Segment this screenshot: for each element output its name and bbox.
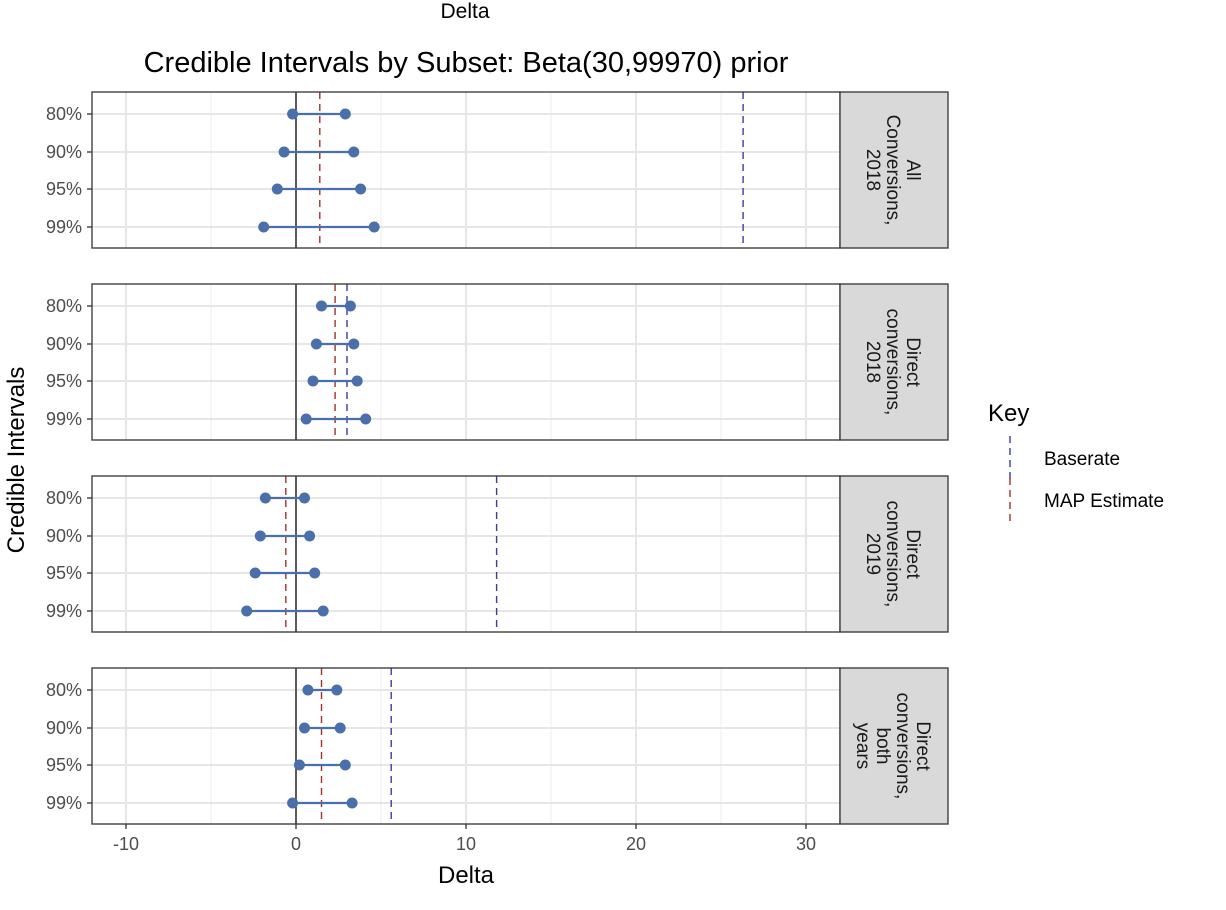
legend-items: Baserate MAP Estimate bbox=[1009, 436, 1164, 522]
y-tick-label: 80% bbox=[46, 296, 82, 316]
interval-low-point bbox=[287, 797, 299, 809]
legend: Key Baserate MAP Estimate bbox=[988, 400, 1164, 522]
facet-panel: 80% 90% 95% 99% Directconversions,2018 bbox=[46, 283, 949, 441]
top-delta-label: Delta bbox=[440, 0, 489, 23]
x-tick-label: -10 bbox=[113, 834, 139, 854]
y-axis-title: Credible Intervals bbox=[3, 367, 30, 554]
interval-high-point bbox=[344, 300, 356, 312]
facet-strip-line: years bbox=[852, 723, 873, 769]
x-axis: -10 0 10 20 30 bbox=[113, 824, 816, 854]
y-tick-label: 99% bbox=[46, 217, 82, 237]
interval-high-point bbox=[317, 605, 329, 617]
interval-high-point bbox=[339, 108, 351, 120]
interval-low-point bbox=[278, 146, 290, 158]
interval-high-point bbox=[304, 530, 316, 542]
facet-strip-line: Direct bbox=[902, 337, 923, 387]
facet-strip-label: Directconversions,2019 bbox=[862, 501, 923, 608]
interval-low-point bbox=[249, 567, 261, 579]
interval-high-point bbox=[334, 722, 346, 734]
facet-strip-line: conversions, bbox=[882, 309, 903, 416]
x-tick-label: 10 bbox=[456, 834, 476, 854]
y-tick-label: 90% bbox=[46, 334, 82, 354]
facet-strip bbox=[839, 667, 949, 825]
y-tick-label: 80% bbox=[46, 680, 82, 700]
facet-strip-line: Conversions, bbox=[882, 115, 903, 226]
facet-panel: 80% 90% 95% 99% Directconversions,bothyears bbox=[46, 667, 949, 825]
x-tick-label: 30 bbox=[796, 834, 816, 854]
interval-high-point bbox=[331, 684, 343, 696]
interval-low-point bbox=[300, 413, 312, 425]
y-tick-label: 80% bbox=[46, 104, 82, 124]
interval-low-point bbox=[302, 684, 314, 696]
y-tick-label: 90% bbox=[46, 718, 82, 738]
facet-strip-line: 2018 bbox=[862, 341, 883, 383]
legend-entry-label: MAP Estimate bbox=[1044, 491, 1164, 512]
chart-title: Credible Intervals by Subset: Beta(30,99… bbox=[144, 47, 789, 79]
interval-high-point bbox=[309, 567, 321, 579]
y-tick-label: 90% bbox=[46, 526, 82, 546]
x-axis-title: Delta bbox=[438, 862, 495, 889]
interval-low-point bbox=[258, 221, 270, 233]
y-tick-label: 95% bbox=[46, 179, 82, 199]
facet-strip-label: Directconversions,2018 bbox=[862, 309, 923, 416]
facet-panel: 80% 90% 95% 99% AllConversions,2018 bbox=[46, 91, 949, 249]
facet-strip-label: AllConversions,2018 bbox=[862, 115, 923, 226]
interval-high-point bbox=[339, 759, 351, 771]
legend-entry-label: Baserate bbox=[1044, 449, 1120, 470]
interval-high-point bbox=[351, 375, 363, 387]
x-tick-label: 0 bbox=[291, 834, 301, 854]
facet-strip-line: conversions, bbox=[882, 501, 903, 608]
interval-low-point bbox=[287, 108, 299, 120]
facet-strip-line: both bbox=[872, 728, 893, 765]
interval-low-point bbox=[293, 759, 305, 771]
interval-low-point bbox=[307, 375, 319, 387]
y-tick-label: 95% bbox=[46, 755, 82, 775]
facet-strip bbox=[839, 475, 949, 633]
y-tick-label: 80% bbox=[46, 488, 82, 508]
interval-low-point bbox=[271, 183, 283, 195]
facet-strip bbox=[839, 283, 949, 441]
y-tick-label: 95% bbox=[46, 563, 82, 583]
interval-low-point bbox=[299, 722, 310, 734]
facet-panels: 80%90%95%99%AllConversions,201880%90%95%… bbox=[46, 91, 949, 825]
y-tick-label: 90% bbox=[46, 142, 82, 162]
interval-low-point bbox=[254, 530, 266, 542]
facet-strip-line: All bbox=[902, 159, 923, 180]
interval-high-point bbox=[346, 797, 358, 809]
y-tick-label: 99% bbox=[46, 601, 82, 621]
interval-high-point bbox=[360, 413, 372, 425]
interval-low-point bbox=[316, 300, 327, 312]
facet-strip-label: Directconversions,bothyears bbox=[852, 693, 933, 800]
facet-strip bbox=[839, 91, 949, 249]
facet-panel: 80% 90% 95% 99% Directconversions,2019 bbox=[46, 475, 949, 633]
interval-high-point bbox=[299, 492, 310, 504]
interval-high-point bbox=[355, 183, 367, 195]
interval-low-point bbox=[259, 492, 271, 504]
y-tick-label: 99% bbox=[46, 409, 82, 429]
x-tick-label: 20 bbox=[626, 834, 646, 854]
legend-title: Key bbox=[988, 400, 1029, 427]
interval-high-point bbox=[368, 221, 380, 233]
facet-strip-line: Direct bbox=[902, 529, 923, 579]
y-tick-label: 99% bbox=[46, 793, 82, 813]
y-tick-label: 95% bbox=[46, 371, 82, 391]
interval-low-point bbox=[310, 338, 322, 350]
interval-high-point bbox=[348, 338, 360, 350]
facet-strip-line: conversions, bbox=[892, 693, 913, 800]
facet-strip-line: 2018 bbox=[862, 149, 883, 191]
interval-high-point bbox=[348, 146, 360, 158]
interval-low-point bbox=[241, 605, 253, 617]
facet-strip-line: 2019 bbox=[862, 533, 883, 575]
facet-strip-line: Direct bbox=[912, 721, 933, 771]
